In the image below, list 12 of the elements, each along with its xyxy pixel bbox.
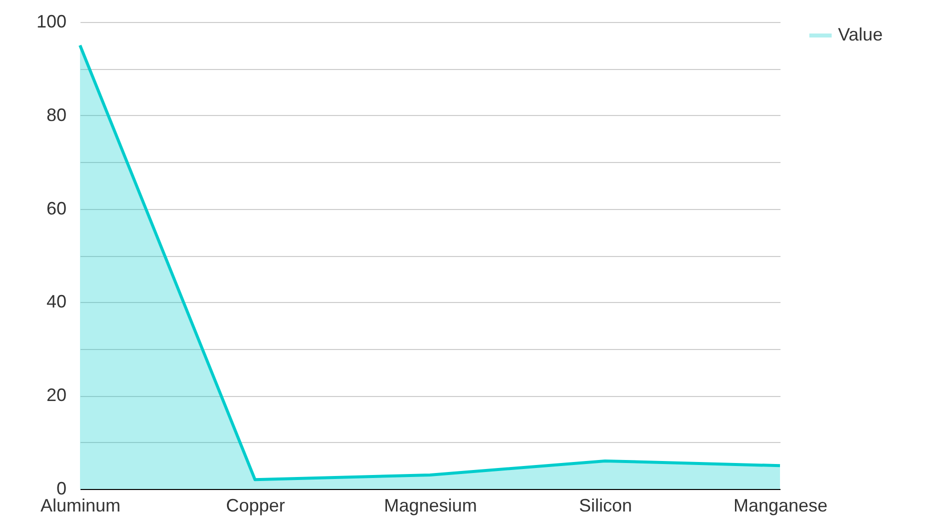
x-tick-label: Copper	[226, 496, 286, 516]
y-tick-label: 20	[46, 385, 66, 406]
x-tick-label: Aluminum	[40, 496, 121, 516]
y-tick-label: 80	[46, 104, 66, 125]
y-tick-label: 40	[46, 292, 66, 312]
x-tick-label: Silicon	[578, 496, 632, 516]
legend-label: Value	[838, 24, 883, 44]
y-tick-label: 60	[46, 198, 66, 218]
y-tick-label: 100	[36, 12, 66, 32]
y-tick-label: 0	[56, 478, 66, 498]
x-tick-label: Manganese	[733, 496, 828, 516]
x-tick-label: Magnesium	[384, 496, 478, 516]
